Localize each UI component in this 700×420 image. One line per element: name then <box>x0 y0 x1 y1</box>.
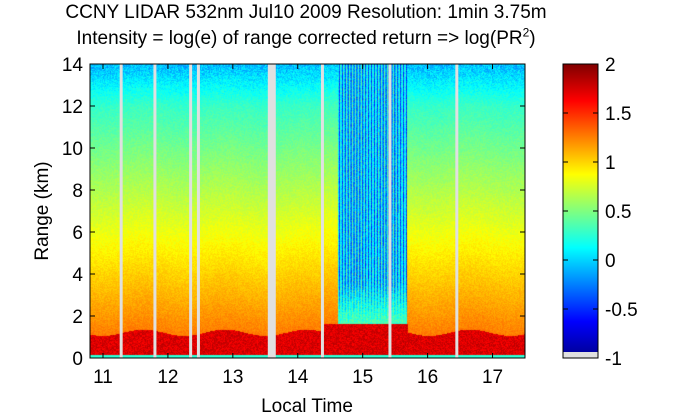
x-axis: 11 12 13 14 15 16 17 <box>89 63 526 388</box>
colorbar-tick-label: 1 <box>605 153 616 174</box>
y-tick-label: 10 <box>62 139 83 160</box>
y-tick-label: 0 <box>72 349 83 370</box>
data-gap <box>196 64 200 358</box>
data-gap <box>153 64 157 358</box>
y-tick-label: 8 <box>72 181 83 202</box>
chart-title-line-1: CCNY LIDAR 532nm Jul10 2009 Resolution: … <box>65 2 547 23</box>
plot-frame <box>89 63 526 359</box>
title-line-2-tail: ) <box>529 28 536 49</box>
data-gap <box>267 64 276 358</box>
y-tick-label: 12 <box>62 97 83 118</box>
x-tick-label: 16 <box>417 367 438 388</box>
chart-title-line-2: Intensity = log(e) of range corrected re… <box>0 25 612 50</box>
y-tick-label: 4 <box>72 265 83 286</box>
data-gap <box>189 64 193 358</box>
x-tick-label: 13 <box>222 367 243 388</box>
colorbar-tick-label: 1.5 <box>605 104 631 125</box>
colorbar-tick-label: 0.5 <box>605 202 631 223</box>
x-tick-label: 14 <box>287 367 309 388</box>
title-line-2-main: Intensity = log(e) of range corrected re… <box>76 28 523 49</box>
colorbar-tick-label: 0 <box>605 251 616 272</box>
y-axis: 0 2 4 6 8 10 12 14 <box>62 55 525 370</box>
x-tick-label: 17 <box>482 367 503 388</box>
y-axis-label: Range (km) <box>32 161 53 260</box>
y-tick-label: 6 <box>72 223 83 244</box>
y-tick-label: 14 <box>62 55 84 76</box>
x-tick-label: 15 <box>352 367 373 388</box>
y-tick-label: 2 <box>72 307 83 328</box>
colorbar-tick-label: -1 <box>605 349 622 370</box>
x-tick-label: 12 <box>157 367 178 388</box>
x-axis-label: Local Time <box>261 396 353 417</box>
data-gap <box>455 64 459 358</box>
colorbar-tick-label: -0.5 <box>605 300 638 321</box>
colorbar-gap-swatch <box>563 352 598 358</box>
colorbar: 2 1.5 1 0.5 0 -0.5 -1 <box>562 55 638 370</box>
title-line-2-superscript: 2 <box>522 25 530 40</box>
heatmap-layer <box>90 64 525 358</box>
colorbar-gradient <box>563 64 598 358</box>
data-gap <box>388 64 392 358</box>
heatmap-image <box>90 64 525 358</box>
colorbar-tick-label: 2 <box>605 55 616 76</box>
data-gap <box>119 64 123 358</box>
x-tick-label: 11 <box>93 367 113 388</box>
data-gap <box>320 64 324 358</box>
